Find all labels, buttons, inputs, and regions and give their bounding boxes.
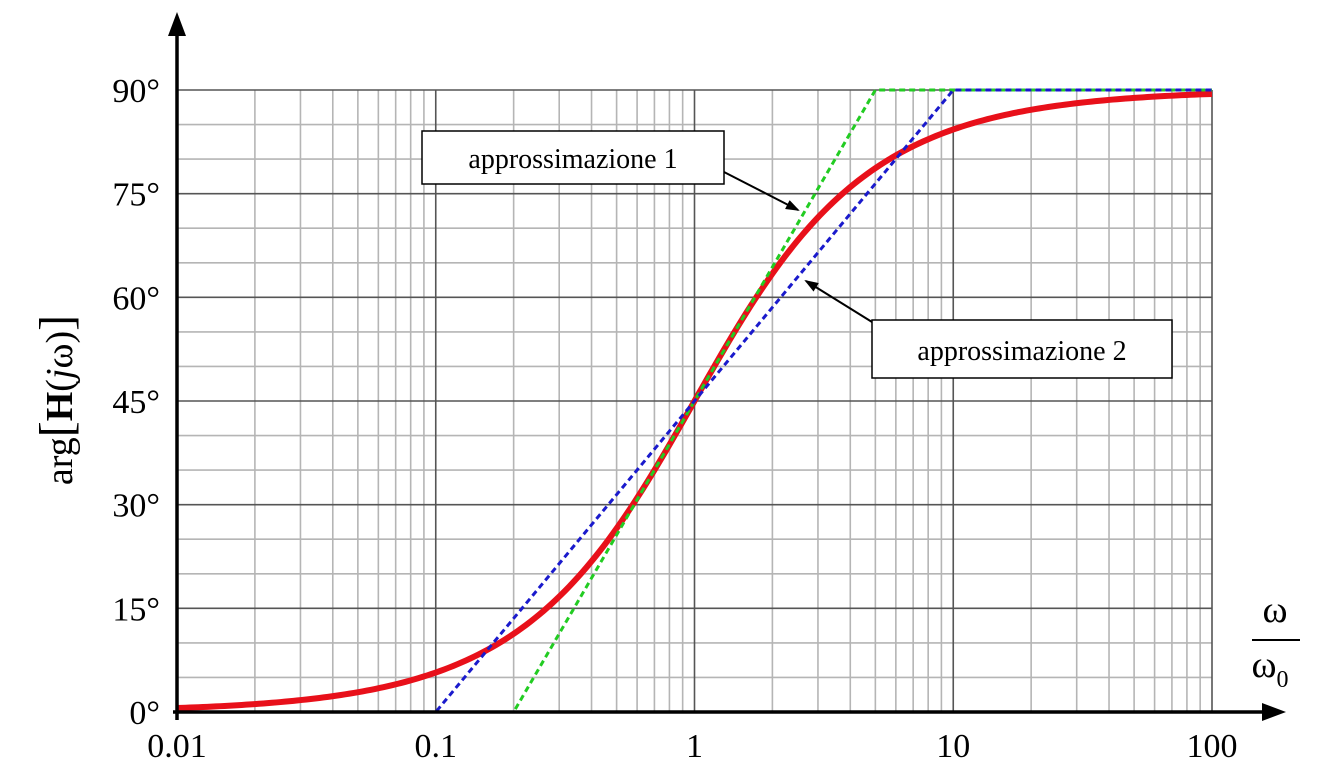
callout-arrow-1 [723, 171, 800, 211]
callout-approssimazione-2: approssimazione 2 [804, 279, 1173, 379]
axes [168, 12, 1286, 721]
x-tick-label: 0.01 [147, 728, 207, 765]
callout-box-1 [421, 130, 725, 185]
x-label-numerator: ω [1262, 589, 1287, 631]
y-label-lparen: ( [39, 379, 81, 392]
y-label-omega: ω [39, 344, 81, 369]
y-label-H: H [39, 392, 81, 422]
callout-approssimazione-1: approssimazione 1 [421, 130, 800, 211]
y-tick-label: 0° [129, 695, 160, 732]
y-tick-label: 75° [112, 177, 160, 214]
x-tick-label: 0.1 [415, 728, 458, 765]
y-tick-label: 60° [112, 280, 160, 317]
callout-arrow-2 [804, 279, 873, 323]
y-label-prefix: arg [39, 437, 81, 485]
x-label-subscript: 0 [1277, 667, 1289, 693]
y-label-rparen: ) [39, 331, 81, 344]
callout-text-2: approssimazione 2 [917, 336, 1126, 367]
series-line-approssimazione_1 [177, 88, 1212, 714]
x-axis-label: ω ω0 [1251, 589, 1300, 693]
y-label-rbracket: ] [30, 315, 83, 331]
y-tick-label: 90° [112, 73, 160, 110]
x-label-denominator-omega: ω [1251, 644, 1276, 686]
y-tick-label: 30° [112, 488, 160, 525]
x-tick-label: 10 [936, 728, 970, 765]
x-label-denominator: ω0 [1251, 644, 1288, 693]
y-axis-arrow [168, 12, 186, 36]
x-axis-arrow [1262, 703, 1286, 721]
y-axis-label: arg[H(jω)] [30, 315, 83, 485]
callout-text-1: approssimazione 1 [468, 144, 677, 175]
y-tick-label: 15° [112, 591, 160, 628]
series-layer [176, 88, 1213, 714]
x-tick-label: 1 [686, 728, 703, 765]
series-line-approssimazione_2 [177, 88, 1212, 714]
callout-box-2 [871, 319, 1173, 379]
y-label-lbracket: [ [30, 421, 83, 437]
tick-labels: 0.01 0.1 1 10 100 0° 15° 30° 45° 60° 75° 90° [112, 73, 1237, 765]
x-tick-label: 100 [1187, 728, 1238, 765]
y-tick-label: 45° [112, 384, 160, 421]
